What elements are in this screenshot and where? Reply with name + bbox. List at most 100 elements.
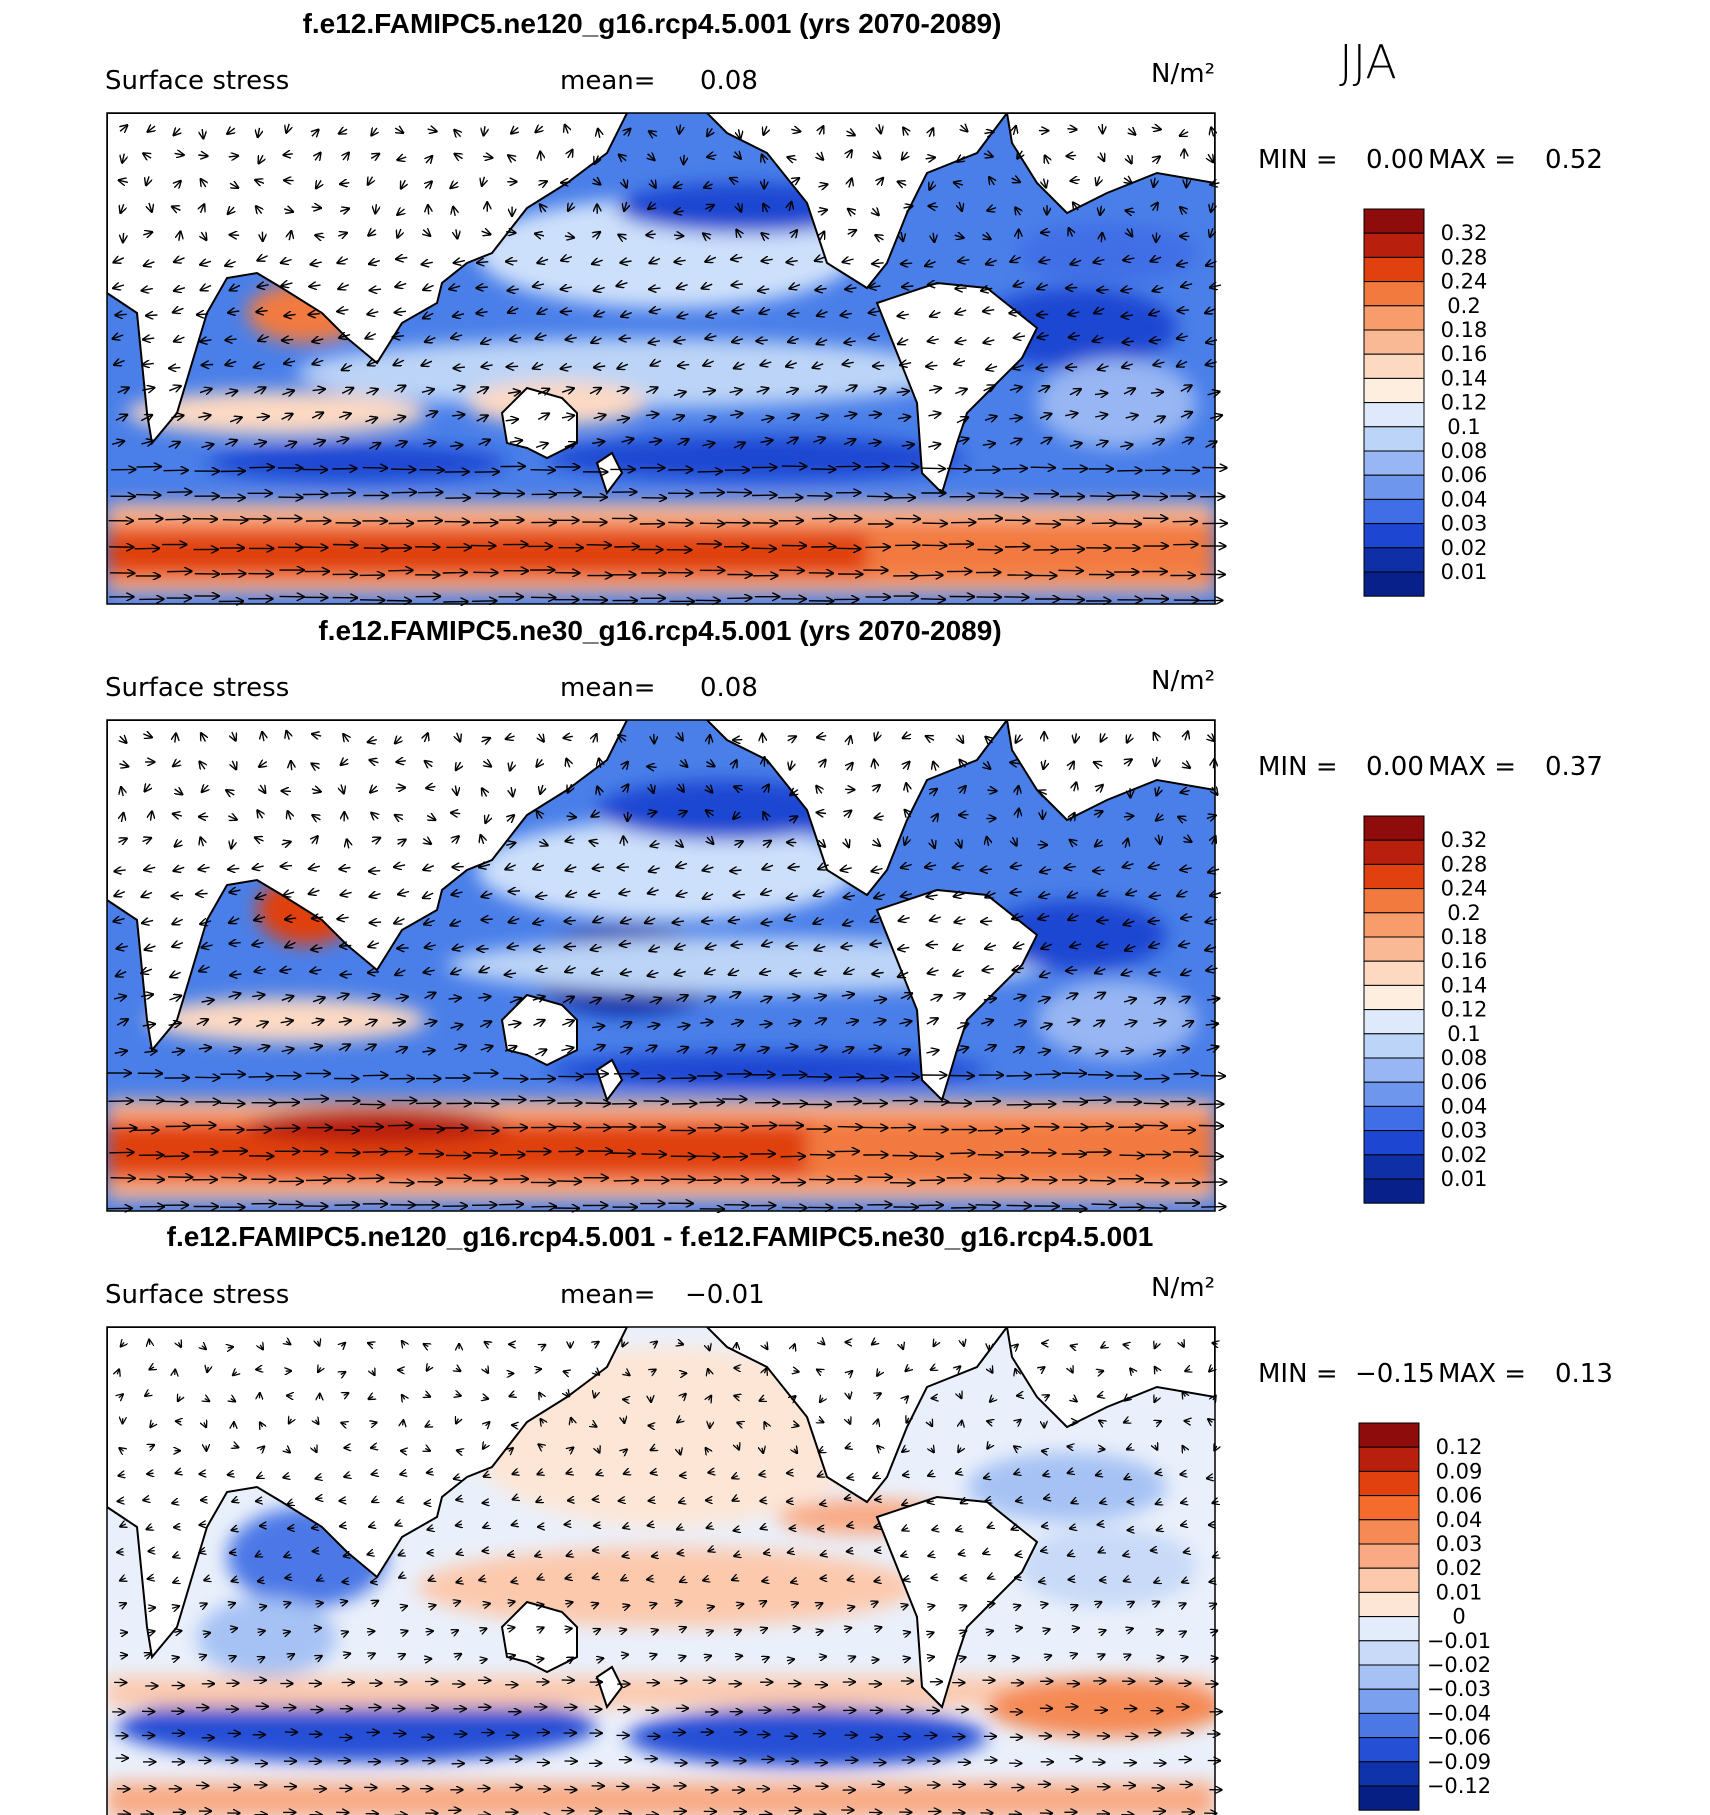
wind-vector: [423, 313, 434, 318]
colorbar-tick-label: 0.02: [1436, 1556, 1483, 1580]
wind-vector: [789, 202, 791, 212]
wind-vector: [536, 335, 547, 339]
colorbar-swatch: [1363, 547, 1425, 573]
wind-vector: [533, 284, 545, 287]
wind-vector: [646, 388, 657, 393]
wind-vector: [556, 1181, 581, 1182]
wind-vector: [483, 761, 490, 766]
colorbar-tick-label: 0.04: [1441, 487, 1488, 511]
wind-vector: [426, 156, 432, 163]
colorbar-swatch: [1363, 1105, 1425, 1132]
wind-vector: [167, 492, 191, 493]
wind-vector: [284, 442, 296, 446]
wind-vector: [649, 1426, 654, 1427]
wind-vector: [810, 469, 835, 470]
wind-vector: [145, 784, 150, 791]
min-value: −0.15: [1355, 1359, 1435, 1389]
wind-vector: [873, 366, 885, 367]
wind-vector: [901, 231, 903, 241]
wind-vector: [651, 361, 662, 366]
wind-vector: [453, 207, 455, 217]
wind-vector: [1185, 1421, 1190, 1422]
wind-vector: [1185, 732, 1188, 741]
wind-vector: [928, 388, 941, 391]
wind-vector: [1037, 314, 1049, 315]
wind-vector: [818, 1657, 826, 1658]
wind-vector: [172, 896, 184, 897]
wind-vector: [511, 128, 518, 134]
wind-vector: [1177, 336, 1189, 339]
colorbar-swatch: [1363, 256, 1425, 283]
wind-vector: [787, 1473, 793, 1474]
colorbar-tick-label: 0.1: [1447, 1022, 1480, 1046]
wind-vector: [1182, 763, 1190, 768]
wind-vector: [651, 180, 656, 188]
wind-vector: [681, 1373, 686, 1374]
wind-vector: [903, 762, 909, 769]
wind-vector: [788, 157, 797, 160]
wind-vector: [920, 468, 945, 469]
wind-vector: [561, 311, 573, 312]
wind-vector: [258, 127, 260, 137]
wind-vector: [1100, 205, 1101, 215]
wind-vector: [649, 131, 657, 136]
wind-vector: [730, 178, 739, 182]
wind-vector: [709, 736, 710, 745]
wind-vector: [956, 439, 968, 443]
wind-vector: [875, 1550, 881, 1551]
wind-vector: [202, 785, 208, 792]
wind-vector: [1142, 496, 1167, 497]
colorbar-tick-label: 0.01: [1441, 1167, 1488, 1191]
wind-vector: [455, 154, 463, 159]
wind-vector: [473, 1103, 498, 1104]
wind-vector: [933, 232, 934, 242]
wind-vector: [1205, 309, 1216, 313]
wind-vector: [340, 1525, 346, 1526]
colorbar-tick-label: −0.01: [1427, 1629, 1491, 1653]
wind-vector: [477, 262, 489, 263]
wind-vector: [737, 230, 742, 238]
wind-vector: [988, 208, 997, 211]
wind-vector: [117, 388, 129, 393]
wind-vector: [201, 205, 205, 214]
wind-vector: [956, 310, 967, 313]
wind-vector: [900, 363, 912, 365]
wind-vector: [1200, 1076, 1225, 1077]
wind-vector: [736, 1343, 737, 1348]
wind-vector: [1144, 1078, 1168, 1079]
wind-vector: [254, 364, 265, 367]
wind-vector: [200, 762, 205, 769]
wind-vector: [955, 361, 966, 364]
colorbar-swatch: [1363, 353, 1425, 379]
wind-vector: [1127, 229, 1132, 236]
wind-vector: [674, 184, 683, 187]
wind-vector: [114, 285, 125, 288]
wind-vector: [1128, 129, 1135, 135]
wind-vector: [874, 760, 875, 769]
wind-vector: [455, 785, 457, 795]
wind-vector: [256, 180, 265, 183]
wind-vector: [401, 179, 405, 188]
panel-title: f.e12.FAMIPC5.ne30_g16.rcp4.5.001 (yrs 2…: [318, 615, 1001, 646]
wind-vector: [820, 232, 824, 241]
wind-vector: [618, 364, 629, 368]
wind-vector: [958, 260, 970, 262]
wind-vector: [726, 492, 751, 493]
wind-vector: [284, 154, 293, 155]
wind-vector: [174, 153, 184, 155]
wind-vector: [482, 365, 493, 367]
wind-vector: [613, 1180, 638, 1181]
wind-vector: [418, 492, 442, 493]
wind-vector: [281, 866, 293, 867]
wind-vector: [1152, 440, 1163, 445]
wind-vector: [1095, 441, 1107, 445]
wind-vector: [1152, 157, 1159, 162]
wind-vector: [165, 519, 189, 520]
wind-vector: [817, 736, 827, 738]
wind-vector: [198, 415, 210, 417]
wind-vector: [365, 418, 376, 422]
wind-vector: [1128, 1530, 1134, 1531]
wind-vector: [225, 440, 236, 445]
wind-vector: [226, 361, 237, 365]
wind-vector: [303, 1099, 328, 1100]
